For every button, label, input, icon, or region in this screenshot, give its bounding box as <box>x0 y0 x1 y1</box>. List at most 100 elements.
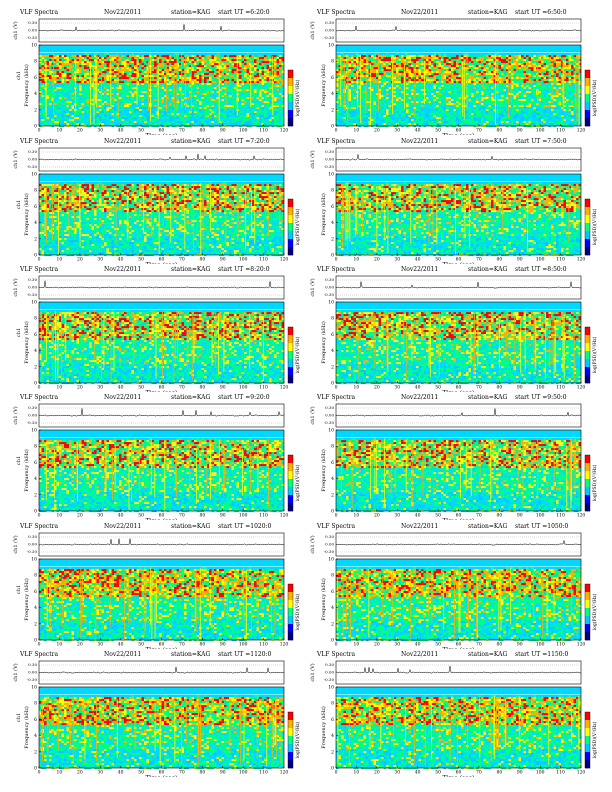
x-tick-label: 60 <box>159 385 165 391</box>
colorbar-segment <box>288 616 293 625</box>
ch1-tick-label: 0.00 <box>325 670 334 675</box>
spectrogram-cells <box>336 310 581 385</box>
x-tick-label: 90 <box>517 128 523 134</box>
colorbar-segment <box>288 335 293 344</box>
colorbar-segment <box>585 215 590 224</box>
x-tick-label: 120 <box>577 513 586 519</box>
x-tick-label: 50 <box>435 770 441 776</box>
colorbar-segment <box>585 86 590 95</box>
colorbar-label: log(PSD)(V²/Hz) <box>294 593 301 630</box>
x-tick-label: 80 <box>199 257 205 263</box>
x-tick-label: 60 <box>159 770 165 776</box>
panel-date: Nov22/2011 <box>401 522 438 532</box>
x-tick-label: 90 <box>220 513 226 519</box>
x-tick-label: 70 <box>476 257 482 263</box>
colorbar-segment <box>288 78 293 87</box>
panel-start-time: start UT =7:20:0 <box>218 137 270 147</box>
y-tick-label: 2 <box>331 107 334 113</box>
panel-title: VLF Spectra Nov22/2011 station=KAG start UT… <box>8 137 303 147</box>
ch1-tick-label: 0.00 <box>28 285 37 290</box>
y-tick-label: 8 <box>331 573 334 579</box>
x-tick-label: 50 <box>435 385 441 391</box>
colorbar-segment <box>585 94 590 103</box>
panel-date: Nov22/2011 <box>104 265 141 275</box>
start-prefix: start UT <box>218 523 243 530</box>
y-axis-label: Frequency (kHz) <box>23 449 30 492</box>
y-axis-label: Frequency (kHz) <box>320 321 327 364</box>
colorbar-segment <box>288 608 293 617</box>
y-tick-label: 6 <box>34 460 37 466</box>
x-tick-label: 120 <box>577 128 586 134</box>
panel-title: VLF Spectra Nov22/2011 station=KAG start UT… <box>305 650 600 660</box>
x-tick-label: 50 <box>138 257 144 263</box>
x-tick-label: 90 <box>220 385 226 391</box>
y-tick-label: 4 <box>34 220 37 226</box>
ch1-waveform <box>38 280 285 289</box>
panel-start-time: start UT =1050:0 <box>515 522 568 532</box>
spectrogram-cells <box>336 182 581 257</box>
colorbar-segment <box>585 616 590 625</box>
y-tick-label: 0 <box>34 381 37 387</box>
panel-title: VLF Spectra Nov22/2011 station=KAG start UT… <box>8 8 303 18</box>
panel-title-label: VLF Spectra <box>20 393 58 403</box>
spectrogram-panel: VLF Spectra Nov22/2011 station=KAG start UT… <box>8 522 303 649</box>
start-prefix: start UT <box>515 9 540 16</box>
y-tick-label: 10 <box>31 685 37 691</box>
x-tick-label: 20 <box>374 513 380 519</box>
panel-date: Nov22/2011 <box>401 137 438 147</box>
ch1-tick-label: 0.30 <box>28 534 37 539</box>
x-tick-label: 70 <box>179 128 185 134</box>
spectrogram-panel: VLF Spectra Nov22/2011 station=KAG start UT… <box>305 8 600 135</box>
x-tick-label: 100 <box>239 128 248 134</box>
colorbar-segment <box>288 239 293 248</box>
panel-station: station=KAG <box>468 137 507 147</box>
colorbar-segment <box>585 110 590 119</box>
x-tick-label: 80 <box>199 128 205 134</box>
colorbar-segment <box>585 239 590 248</box>
panel-title: VLF Spectra Nov22/2011 station=KAG start UT… <box>305 137 600 147</box>
x-axis-label: Time (sec) <box>443 518 475 520</box>
colorbar-segment <box>585 624 590 633</box>
y-axis-label: Frequency (kHz) <box>320 578 327 621</box>
y-tick-label: 10 <box>328 43 334 49</box>
ch1-waveform <box>335 281 582 289</box>
x-axis-label: Time (sec) <box>146 133 178 135</box>
y-tick-label: 4 <box>331 91 334 97</box>
y-tick-label: 8 <box>34 188 37 194</box>
x-tick-label: 70 <box>476 513 482 519</box>
x-tick-label: 80 <box>496 257 502 263</box>
x-tick-label: 30 <box>97 513 103 519</box>
panel-date: Nov22/2011 <box>104 8 141 18</box>
panel-date: Nov22/2011 <box>104 393 141 403</box>
x-tick-label: 0 <box>38 257 41 263</box>
ch1-tick-label: 0.30 <box>325 405 334 410</box>
x-tick-label: 80 <box>199 770 205 776</box>
x-tick-label: 0 <box>335 257 338 263</box>
start-time-value: =8:50:0 <box>542 266 566 273</box>
y-tick-label: 4 <box>331 605 334 611</box>
x-tick-label: 120 <box>280 385 289 391</box>
x-tick-label: 90 <box>517 642 523 648</box>
x-tick-label: 30 <box>97 128 103 134</box>
panel-title: VLF Spectra Nov22/2011 station=KAG start UT… <box>8 265 303 275</box>
x-tick-label: 50 <box>435 128 441 134</box>
ch1-tick-label: -0.30 <box>27 549 38 554</box>
ch1-waveform <box>335 665 581 674</box>
y-tick-label: 6 <box>331 204 334 210</box>
x-tick-label: 10 <box>57 128 63 134</box>
x-tick-label: 70 <box>179 770 185 776</box>
colorbar-label: log(PSD)(V²/Hz) <box>591 593 598 630</box>
x-tick-label: 120 <box>280 128 289 134</box>
ch1-tick-label: -0.30 <box>324 164 335 169</box>
x-tick-label: 0 <box>38 513 41 519</box>
x-tick-label: 40 <box>415 770 421 776</box>
colorbar-segment <box>288 479 293 488</box>
x-tick-label: 40 <box>118 770 124 776</box>
panel-station: station=KAG <box>468 393 507 403</box>
y-axis-label: Frequency (kHz) <box>23 64 30 107</box>
y-tick-label: 10 <box>31 43 37 49</box>
panel-station: station=KAG <box>171 393 210 403</box>
colorbar-segment <box>585 463 590 472</box>
y-tick-label: 2 <box>34 621 37 627</box>
x-tick-label: 120 <box>280 642 289 648</box>
